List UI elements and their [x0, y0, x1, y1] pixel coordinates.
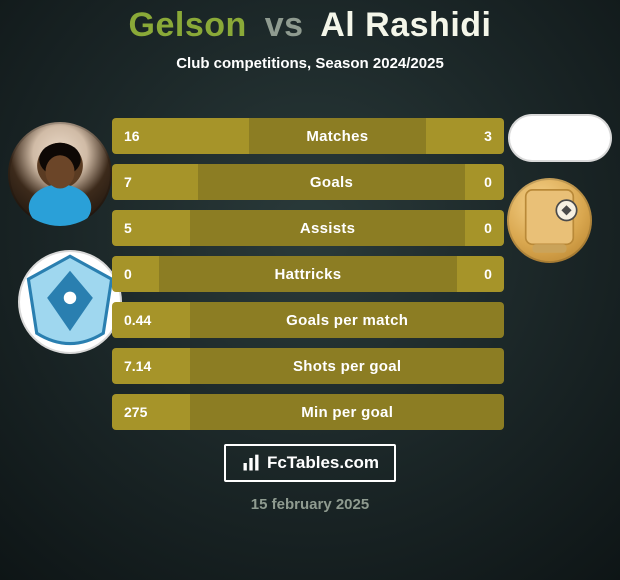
- stat-label: Min per goal: [190, 394, 504, 430]
- footer-brand[interactable]: FcTables.com: [224, 444, 396, 482]
- club-badge-icon: [18, 250, 122, 354]
- title-player2: Al Rashidi: [320, 6, 491, 44]
- title-vs: vs: [265, 6, 304, 44]
- stat-label: Assists: [190, 210, 464, 246]
- stat-row: 16Matches3: [112, 118, 504, 154]
- player1-club-badge: [18, 250, 122, 354]
- stat-p1-value: 5: [112, 210, 190, 246]
- stat-p2-value: 3: [426, 118, 504, 154]
- footer-date: 15 february 2025: [0, 496, 620, 513]
- stat-p1-value: 275: [112, 394, 190, 430]
- title-player1: Gelson: [129, 6, 247, 44]
- stat-row: 0Hattricks0: [112, 256, 504, 292]
- player2-club-placeholder: [507, 178, 592, 263]
- stat-label: Goals: [198, 164, 465, 200]
- stat-p1-value: 0: [112, 256, 159, 292]
- stat-label: Matches: [249, 118, 425, 154]
- stat-p1-value: 7.14: [112, 348, 190, 384]
- stat-row: 7Goals0: [112, 164, 504, 200]
- stat-bars: 16Matches37Goals05Assists00Hattricks00.4…: [112, 118, 504, 440]
- content-root: Gelson vs Al Rashidi Club competitions, …: [0, 0, 620, 580]
- stat-row: 275Min per goal: [112, 394, 504, 430]
- stat-p2-value: 0: [457, 256, 504, 292]
- subtitle: Club competitions, Season 2024/2025: [0, 55, 620, 72]
- page-title: Gelson vs Al Rashidi: [0, 6, 620, 45]
- stat-label: Shots per goal: [190, 348, 504, 384]
- stat-row: 7.14Shots per goal: [112, 348, 504, 384]
- stat-label: Hattricks: [159, 256, 457, 292]
- stat-label: Goals per match: [190, 302, 504, 338]
- player1-avatar: [8, 122, 112, 226]
- stat-p2-value: 0: [465, 164, 504, 200]
- player2-avatar-blank: [508, 114, 612, 162]
- stat-row: 5Assists0: [112, 210, 504, 246]
- stat-p1-value: 0.44: [112, 302, 190, 338]
- footer-brand-label: FcTables.com: [267, 453, 379, 473]
- bar-chart-icon: [241, 453, 261, 473]
- stat-row: 0.44Goals per match: [112, 302, 504, 338]
- trophy-placeholder-icon: [507, 178, 592, 263]
- stat-p1-value: 16: [112, 118, 249, 154]
- stat-p2-value: 0: [465, 210, 504, 246]
- stat-p1-value: 7: [112, 164, 198, 200]
- player-face-icon: [8, 122, 112, 226]
